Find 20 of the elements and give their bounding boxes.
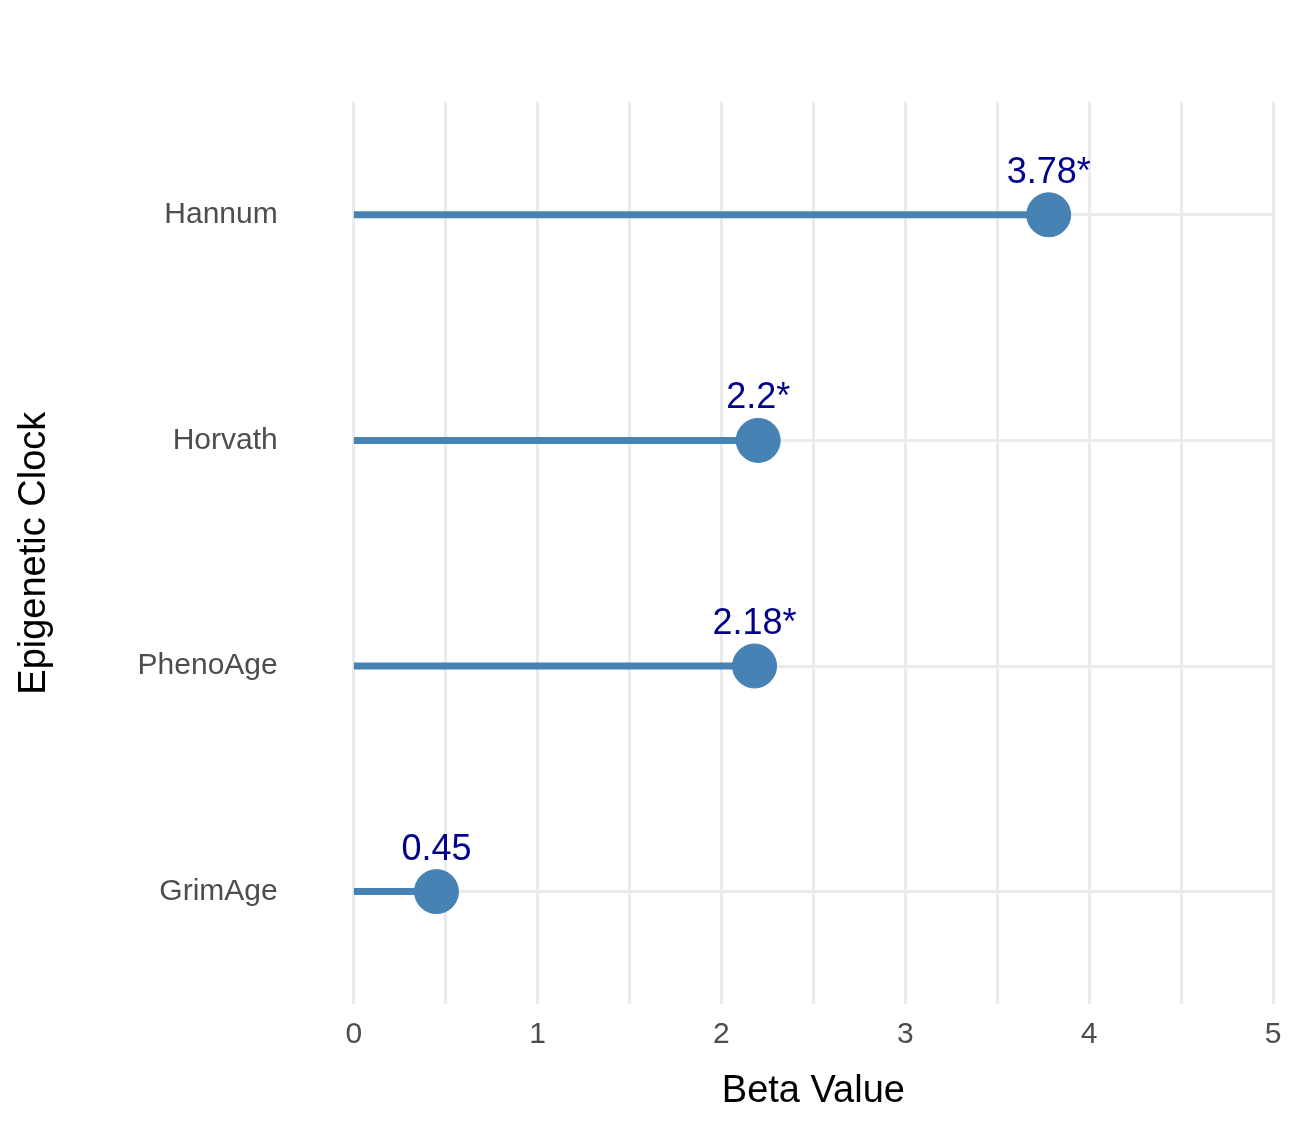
x-tick-label: 2 [713, 1015, 730, 1049]
x-axis-title: Beta Value [721, 1067, 905, 1110]
x-tick-label: 0 [345, 1015, 363, 1049]
point [732, 643, 778, 689]
data-label: 0.45 [401, 826, 472, 868]
y-axis-title: Epigenetic Clock [11, 410, 54, 695]
x-tick-label: 1 [529, 1015, 546, 1049]
x-tick-label: 4 [1080, 1015, 1098, 1049]
data-label: 2.2* [726, 375, 791, 417]
data-label: 3.78* [1006, 149, 1091, 191]
point [1026, 192, 1072, 238]
y-tick-label: PhenoAge [137, 647, 278, 681]
x-tick-label: 3 [896, 1015, 914, 1049]
point [735, 417, 781, 463]
data-label: 2.18* [712, 600, 797, 642]
y-tick-label: Horvath [172, 421, 278, 455]
y-tick-label: GrimAge [159, 872, 278, 906]
x-tick-label: 5 [1264, 1015, 1282, 1049]
point [413, 869, 459, 915]
y-tick-label: Hannum [164, 196, 278, 230]
